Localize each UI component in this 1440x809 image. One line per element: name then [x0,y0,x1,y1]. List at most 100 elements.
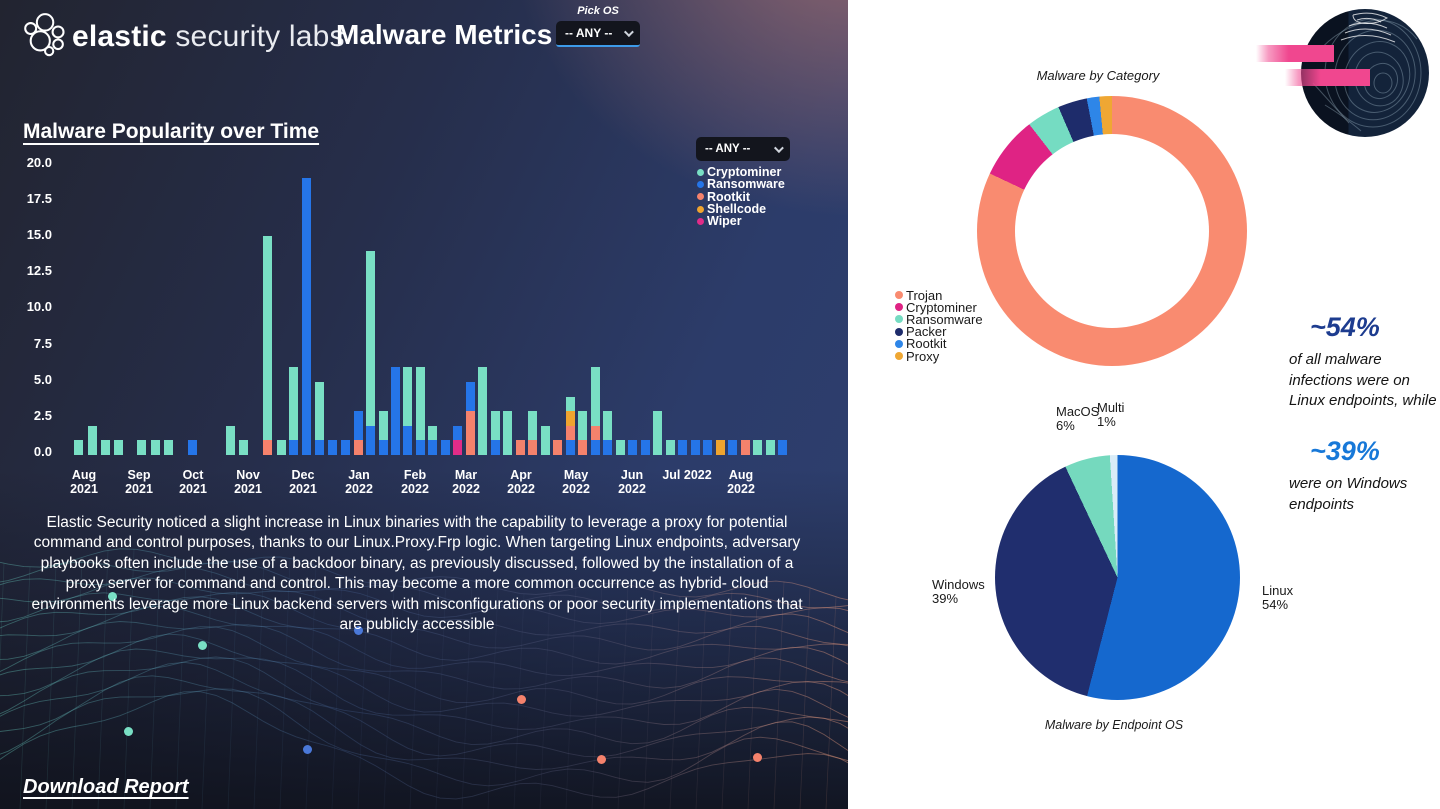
bar-segment-ransomware [641,440,650,455]
chart-filter-dropdown[interactable]: -- ANY -- [696,137,790,161]
legend-label: Trojan [906,287,943,303]
legend-label: Wiper [707,214,742,229]
x-tick-label: Sep 2021 [125,468,153,497]
os-select-dropdown[interactable]: -- ANY -- [556,21,640,47]
scatter-dot [198,641,207,650]
x-tick-label: Oct 2021 [179,468,207,497]
bar-segment-ransomware [728,440,737,455]
bar-segment-rootkit [591,425,600,441]
bar-segment-rootkit [354,440,363,455]
bar-segment-cryptominer [591,367,600,426]
legend-label: Rootkit [707,189,751,204]
legend-dot-icon [697,205,704,213]
bar-segment-ransomware [379,440,388,455]
legend-dot-icon [697,168,704,176]
chevron-down-icon [773,142,784,153]
bar-segment-cryptominer [239,440,248,455]
download-report-link[interactable]: Download Report [23,776,189,798]
chart-title: Malware Popularity over Time [23,120,320,143]
x-tick-label: Jun 2022 [618,468,646,497]
y-tick-label: 15.0 [26,227,52,243]
bar-segment-cryptominer [528,411,537,441]
legend-dot-icon [895,303,903,312]
bar-segment-cryptominer [277,440,286,455]
insight-paragraph: Elastic Security noticed a slight increa… [31,514,803,634]
legend-label: Packer [906,324,947,340]
x-tick-label: Dec 2021 [289,468,317,497]
bar-segment-ransomware [302,177,311,455]
bar-segment-rootkit [528,440,537,455]
legend-label: Shellcode [707,202,767,217]
bar-segment-cryptominer [416,367,425,441]
legend-item-cryptominer: Cryptominer [697,165,785,179]
x-tick-label: Jul 2022 [662,468,712,482]
bar-segment-cryptominer [491,411,500,441]
legend-dot-icon [895,339,903,348]
bar-segment-cryptominer [428,425,437,441]
bar-segment-ransomware [341,440,350,455]
legend-item-wiper: Wiper [697,214,785,229]
bar-segment-cryptominer [315,382,324,441]
bar-segment-cryptominer [616,440,625,455]
donut-legend-item-cryptominer: Cryptominer [895,300,983,315]
y-tick-label: 0.0 [33,443,52,459]
legend-label: Rootkit [906,336,947,352]
legend-item-rootkit: Rootkit [697,189,785,204]
bar-segment-cryptominer [503,411,512,455]
bar-segment-cryptominer [766,440,775,455]
bar-segment-rootkit [263,440,272,455]
bar-segment-cryptominer [379,411,388,441]
x-tick-label: Nov 2021 [234,468,262,497]
y-tick-label: 17.5 [26,191,52,207]
x-tick-label: Feb 2022 [401,468,429,497]
x-tick-label: Aug 2022 [727,468,755,497]
bar-segment-ransomware [403,425,412,455]
pink-bar-decoration [1285,69,1370,86]
legend-dot-icon [697,217,704,225]
y-tick-label: 5.0 [33,371,52,387]
bar-segment-ransomware [603,440,612,455]
x-tick-label: Aug 2021 [70,468,98,497]
bar-segment-ransomware [678,440,687,455]
brand-bold: elastic [72,20,167,53]
bar-segment-cryptominer [74,440,83,455]
bar-segment-ransomware [466,382,475,412]
bar-segment-shellcode [566,411,575,426]
bar-segment-cryptominer [289,367,298,441]
scatter-dot [753,753,762,762]
bar-segment-rootkit [578,440,587,455]
legend-item-shellcode: Shellcode [697,202,785,217]
legend-dot-icon [895,315,903,324]
pink-bar-decoration [1256,45,1334,62]
pick-os-label: Pick OS [577,5,619,17]
bar-segment-ransomware [628,440,637,455]
bar-segment-ransomware [566,440,575,455]
bar-segment-ransomware [328,440,337,455]
scatter-dot [517,695,526,704]
pie-slice-label: Multi 1% [1097,400,1125,430]
x-tick-label: Jan 2022 [345,468,373,497]
bar-segment-ransomware [453,425,462,441]
bar-segment-ransomware [778,440,787,455]
bar-segment-cryptominer [101,440,110,455]
legend-dot-icon [895,352,903,361]
legend-dot-icon [697,180,704,188]
bar-segment-ransomware [591,440,600,455]
bar-segment-ransomware [441,440,450,455]
y-tick-label: 20.0 [26,155,52,170]
bar-segment-cryptominer [263,236,272,441]
x-tick-label: Mar 2022 [452,468,480,497]
legend-item-ransomware: Ransomware [697,177,785,192]
bar-segment-cryptominer [164,440,173,455]
legend-dot-icon [895,291,903,300]
bar-segment-cryptominer [137,440,146,455]
bar-segment-ransomware [354,411,363,441]
page-title: Malware Metrics [336,19,553,50]
bar-segment-cryptominer [603,411,612,441]
chevron-down-icon [623,26,634,37]
linux-percentage-stat: ~54% [1310,312,1380,342]
legend-label: Ransomware [707,177,785,192]
right-panel: Malware by Category Trojan Cryptominer Ran… [848,0,1440,809]
bar-segment-ransomware [366,425,375,455]
